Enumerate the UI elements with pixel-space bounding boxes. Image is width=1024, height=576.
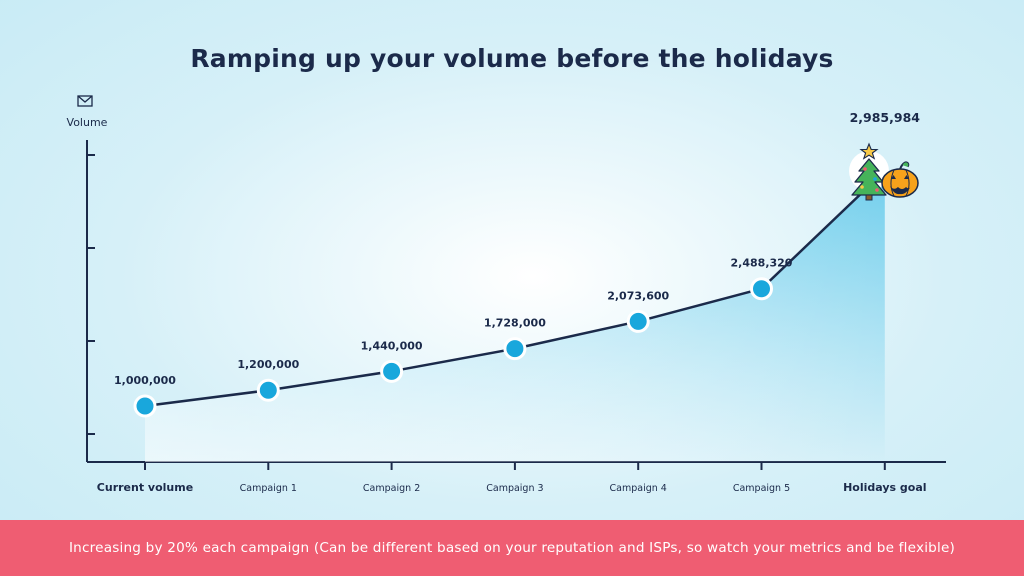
data-label: 2,488,320 <box>731 257 793 270</box>
footer-banner: Increasing by 20% each campaign (Can be … <box>0 520 1024 576</box>
data-point <box>133 394 157 418</box>
data-label: 1,728,000 <box>484 317 546 330</box>
x-tick-label: Campaign 2 <box>363 483 420 494</box>
data-label: 2,073,600 <box>607 289 669 302</box>
footer-text: Increasing by 20% each campaign (Can be … <box>68 540 956 556</box>
data-point <box>256 378 280 402</box>
chart-title: Ramping up your volume before the holida… <box>190 44 834 73</box>
data-point <box>626 309 650 333</box>
y-axis-label: Volume <box>67 116 108 129</box>
x-tick-label: Holidays goal <box>843 481 926 494</box>
data-point <box>380 359 404 383</box>
envelope-icon <box>77 95 93 107</box>
data-point <box>750 277 773 301</box>
x-tick-label: Current volume <box>97 481 193 494</box>
x-tick-label: Campaign 4 <box>610 483 667 494</box>
area-highlight <box>145 171 885 462</box>
data-label: 1,200,000 <box>237 358 299 371</box>
christmas-tree-icon <box>851 142 887 201</box>
chart: Volume 1,000,000 1,200,000 1,440,000 1,728,… <box>67 95 946 494</box>
data-point <box>503 337 527 361</box>
data-label: 1,000,000 <box>114 374 176 387</box>
holiday-icon-group <box>849 142 919 201</box>
x-tick-label: Campaign 5 <box>733 483 790 494</box>
x-tick-label: Campaign 3 <box>486 483 543 494</box>
x-tick-label: Campaign 1 <box>240 483 297 494</box>
data-label: 2,985,984 <box>850 110 921 125</box>
pumpkin-icon <box>881 161 919 198</box>
data-label: 1,440,000 <box>361 339 423 352</box>
